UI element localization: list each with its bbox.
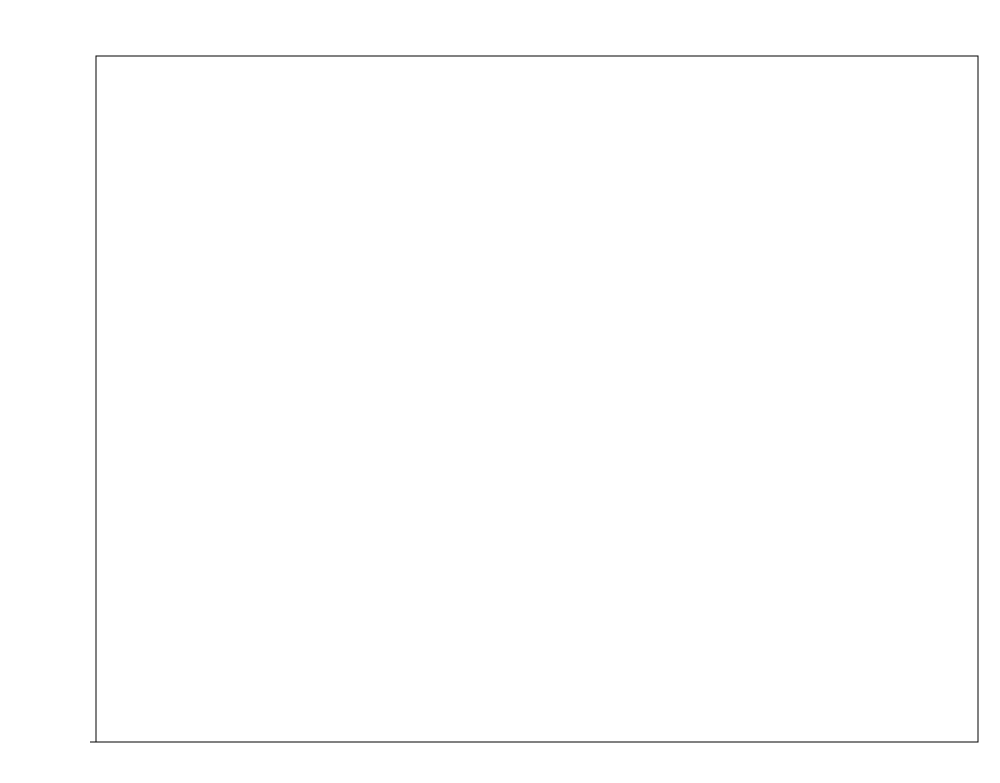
chart-container [0,0,1000,783]
chart-svg [0,0,1000,783]
